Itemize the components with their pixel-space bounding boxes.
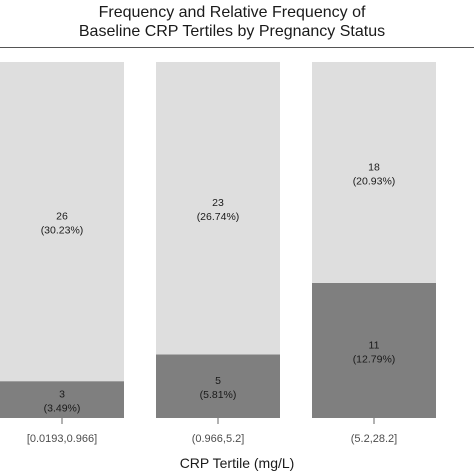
count-label-1-2: 26 bbox=[56, 211, 68, 223]
bar-segment-3-2 bbox=[312, 62, 436, 283]
percent-label-3-1: (12.79%) bbox=[353, 353, 396, 365]
chart-title-line-2: Baseline CRP Tertiles by Pregnancy Statu… bbox=[79, 23, 385, 40]
bar-segment-2-1 bbox=[156, 354, 280, 418]
count-label-2-1: 5 bbox=[215, 375, 221, 387]
percent-label-1-2: (30.23%) bbox=[41, 225, 84, 237]
count-label-3-1: 11 bbox=[369, 339, 380, 351]
chart-title: Frequency and Relative Frequency of Base… bbox=[79, 4, 385, 40]
percent-label-2-2: (26.74%) bbox=[197, 211, 240, 223]
x-axis: [0.0193,0.966] (0.966,5.2] (5.2,28.2] bbox=[27, 418, 397, 445]
x-tick-label-3: (5.2,28.2] bbox=[351, 433, 397, 445]
x-tick-label-2: (0.966,5.2] bbox=[192, 433, 245, 445]
x-axis-title: CRP Tertile (mg/L) bbox=[180, 455, 295, 471]
percent-label-2-1: (5.81%) bbox=[200, 389, 237, 401]
count-label-2-2: 23 bbox=[212, 197, 224, 209]
bar-segment-2-2 bbox=[156, 62, 280, 355]
bar-segment-3-1 bbox=[312, 282, 436, 418]
count-label-3-2: 18 bbox=[368, 161, 380, 173]
count-label-1-1: 3 bbox=[59, 389, 65, 401]
percent-label-3-2: (20.93%) bbox=[353, 175, 396, 187]
bar-segment-1-2 bbox=[0, 62, 124, 382]
percent-label-1-1: (3.49%) bbox=[44, 403, 81, 415]
chart-title-line-1: Frequency and Relative Frequency of bbox=[99, 4, 366, 21]
bar-segment-1-1 bbox=[0, 381, 124, 418]
x-tick-label-1: [0.0193,0.966] bbox=[27, 433, 97, 445]
bars-layer: 3 (3.49%) 26 (30.23%) 5 (5.81%) 23 (26.74%) 11 (1… bbox=[0, 62, 436, 418]
